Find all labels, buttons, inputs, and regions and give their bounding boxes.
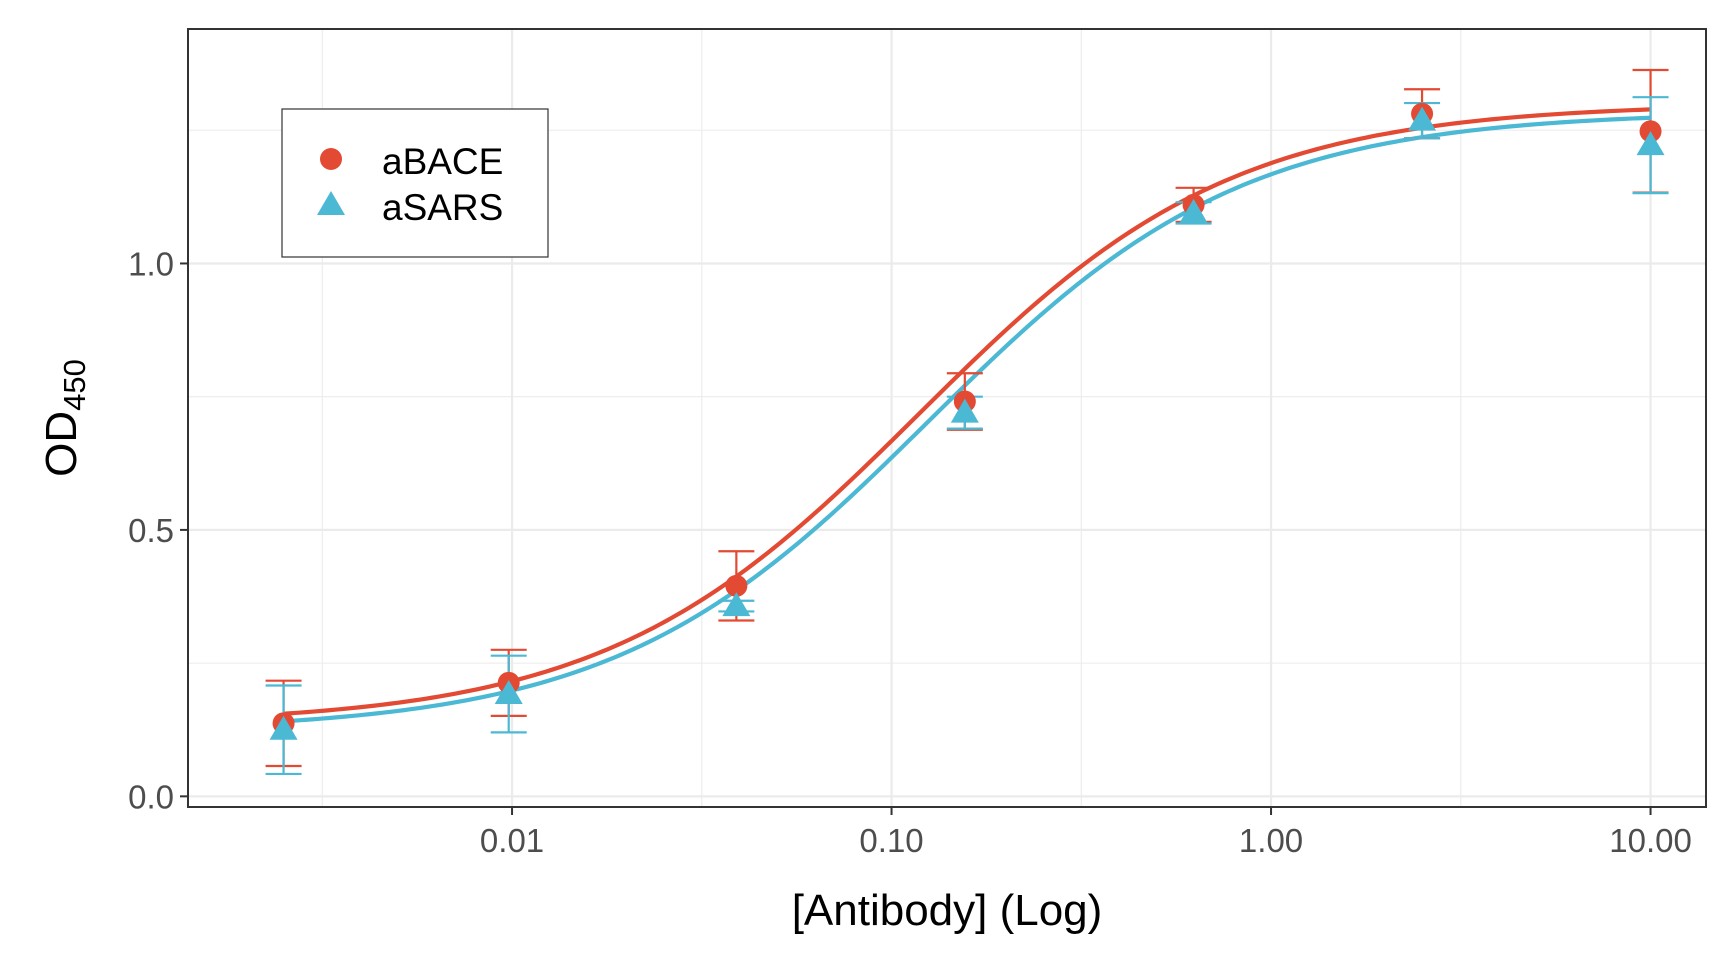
data-point-asars [1636,131,1665,156]
plot-panel-border [187,28,1707,808]
legend-box [281,108,549,258]
data-point-asars [722,592,751,617]
y-axis-title: OD450 [37,359,92,477]
x-tick-label: 1.00 [1239,822,1303,859]
data-point-asars [494,680,523,705]
y-axis-title-subscript: 450 [57,359,92,411]
x-tick-label: 10.00 [1609,822,1692,859]
data-point-asars [1179,198,1208,223]
data-points [269,102,1665,740]
y-tick-label: 0.5 [128,512,174,549]
legend-marker-asars [317,191,345,215]
y-tick-label: 0.0 [128,778,174,815]
x-tick-label: 0.10 [859,822,923,859]
data-point-asars [1408,106,1437,131]
axis-ticks: 0.01 0.10 1.00 10.00 0.0 0.5 1.0 [128,245,1692,859]
y-tick-label: 1.0 [128,245,174,282]
legend-label-abace: aBACE [382,141,503,182]
legend: aBACE aSARS [281,108,549,258]
data-point-asars [950,398,979,423]
data-point-asars [269,715,298,740]
data-point-abace [725,574,748,597]
legend-marker-abace [320,148,342,170]
x-tick-label: 0.01 [480,822,544,859]
y-axis-title-main: OD [37,411,86,477]
x-axis-title: [Antibody] (Log) [792,886,1103,935]
legend-label-asars: aSARS [382,187,503,228]
